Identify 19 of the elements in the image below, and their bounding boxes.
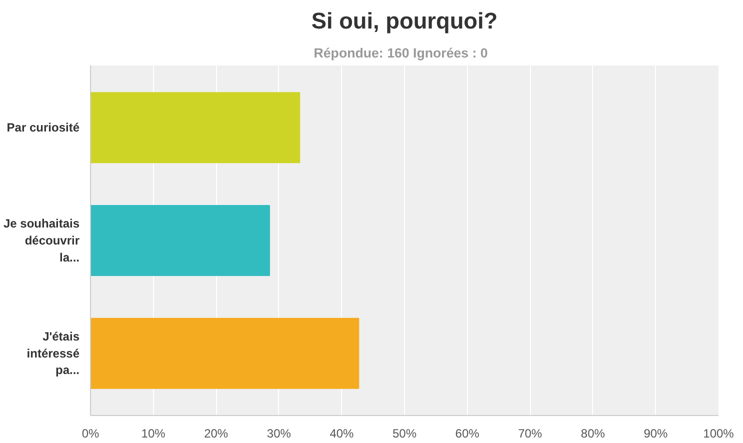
bar — [90, 205, 270, 276]
y-tick-label: Je souhaitais découvrir la... — [3, 216, 80, 264]
x-tick-label: 100% — [703, 426, 734, 440]
x-tick-label: 90% — [644, 426, 668, 440]
x-tick-label: 80% — [580, 426, 606, 440]
y-tick-label: Par curiosité — [6, 120, 80, 135]
x-tick-label: 20% — [204, 426, 228, 440]
x-tick-label: 60% — [455, 426, 480, 440]
x-tick-label: 10% — [141, 426, 166, 440]
y-tick-label: J'étais intéressé pa... — [26, 330, 80, 378]
bar — [90, 318, 360, 389]
chart-subtitle: Répondue: 160 Ignorées : 0 — [314, 46, 488, 60]
x-tick-label: 30% — [266, 426, 292, 440]
x-tick-label: 70% — [518, 426, 542, 440]
x-tick-label: 0% — [82, 426, 100, 440]
x-tick-label: 40% — [330, 426, 354, 440]
x-tick-label: 50% — [392, 426, 417, 440]
chart-title: Si oui, pourquoi? — [311, 8, 498, 34]
bar — [90, 92, 300, 164]
